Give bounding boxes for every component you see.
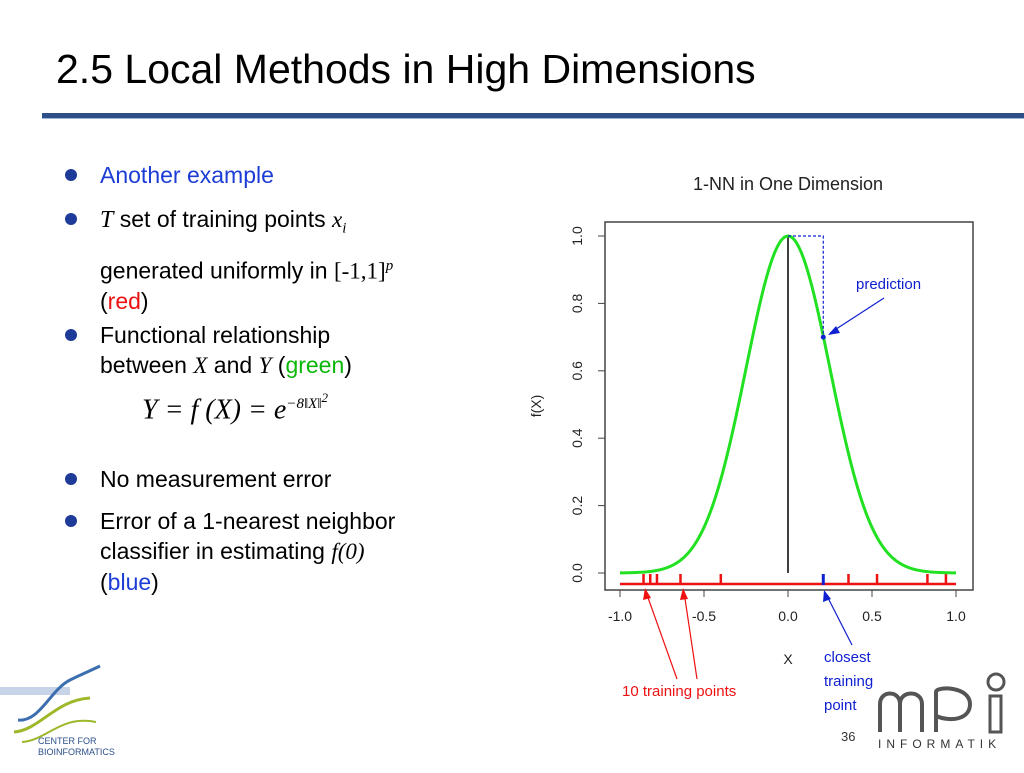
prediction-arrow: [829, 297, 885, 334]
interval: [-1,1]: [333, 258, 386, 284]
closest-arrow: [825, 593, 853, 646]
bullet-text: Another example: [100, 162, 274, 188]
bullet-dot-icon: [65, 329, 77, 341]
prediction-label: prediction: [856, 276, 921, 293]
slide-title: 2.5 Local Methods in High Dimensions: [56, 46, 756, 92]
prediction-path: [788, 235, 824, 338]
cbi-text-line2: BIOINFORMATICS: [38, 747, 115, 757]
prediction-point: [820, 334, 826, 340]
bullet-fragment: classifier in estimating: [100, 538, 332, 564]
bullet-fragment: (: [100, 288, 108, 315]
y-tick-label: 0.4: [569, 428, 585, 448]
closest-label-line2: training: [824, 673, 873, 690]
var-i: i: [342, 220, 347, 237]
set-symbol: T: [100, 207, 114, 233]
bullet-fragment: (: [100, 569, 108, 595]
formula: Y = f (X) = e−8‖X‖2: [142, 390, 328, 426]
color-word-blue: blue: [107, 569, 152, 595]
mpi-text: INFORMATIK: [878, 737, 1001, 751]
bullet-dot-icon: [65, 213, 77, 225]
x-axis-label: X: [783, 651, 793, 667]
var-X: X: [193, 353, 208, 378]
training-points-label: 10 training points: [622, 683, 736, 700]
mpi-m-icon: [878, 691, 924, 732]
formula-exponent: −8‖X‖: [286, 396, 322, 412]
bullet-text: No measurement error: [100, 466, 332, 492]
logo-bar-icon: [0, 687, 70, 695]
var-x: x: [331, 207, 343, 232]
training-arrow-1: [645, 591, 678, 680]
y-axis: 0.0 0.2 0.4 0.6 0.8 1.0: [569, 226, 606, 583]
logo-swoosh-icon: [17, 664, 101, 722]
cbi-logo: CENTER FOR BIOINFORMATICS: [0, 660, 140, 768]
var-f0: f(0): [331, 539, 365, 564]
training-points: [642, 574, 948, 585]
color-word-green: green: [285, 352, 345, 378]
bullet-fragment: ): [344, 352, 352, 378]
logo-curve-icon: [13, 696, 91, 734]
page-number: 36: [841, 729, 856, 744]
training-arrow-2: [683, 591, 698, 680]
bullet-text: T set of training points xi generated un…: [100, 204, 520, 316]
bullet-fragment: (: [271, 352, 286, 378]
bullet-text: Error of a 1-nearest neighbor classifier…: [100, 506, 520, 597]
bullet-line: Error of a 1-nearest neighbor: [100, 508, 396, 534]
y-axis-label: f(X): [528, 395, 544, 418]
var-p: p: [385, 257, 394, 274]
var-Y: Y: [258, 353, 272, 378]
bullet-dot-icon: [65, 515, 77, 527]
bullet-line: Functional relationship: [100, 322, 331, 348]
x-tick-label: -1.0: [608, 608, 632, 624]
y-tick-label: 0.8: [569, 293, 585, 313]
bullet-fragment: ): [151, 569, 159, 595]
x-tick-label: -0.5: [692, 608, 716, 624]
training-arrowhead-icon: [643, 588, 651, 600]
training-arrowhead-icon: [680, 588, 688, 600]
bullet-fragment: set of training points: [113, 206, 332, 232]
chart-title: 1-NN in One Dimension: [693, 174, 883, 194]
y-tick-label: 0.6: [569, 361, 585, 381]
bullet-dot-icon: [65, 473, 77, 485]
prediction-arrowhead-icon: [828, 326, 840, 335]
closest-label-line3: point: [824, 697, 857, 714]
bullet-fragment: generated uniformly in: [100, 257, 334, 284]
bullet-dot-icon: [65, 169, 77, 181]
y-tick-label: 1.0: [569, 226, 585, 246]
formula-lhs: Y = f (X) = e: [142, 394, 287, 426]
closest-arrowhead-icon: [823, 590, 831, 602]
logo-curve2-icon: [21, 719, 97, 743]
x-tick-label: 0.5: [862, 608, 882, 624]
x-tick-label: 1.0: [946, 608, 966, 624]
bullet-fragment: and: [207, 352, 259, 378]
cbi-text-line1: CENTER FOR: [38, 736, 97, 746]
mpi-i-dot-icon: [986, 672, 1006, 692]
color-word-red: red: [107, 288, 141, 315]
mpi-i-stem-icon: [988, 694, 1003, 734]
formula-power: 2: [321, 390, 329, 405]
x-tick-label: 0.0: [778, 608, 798, 624]
mpi-logo: INFORMATIK: [870, 668, 1024, 768]
x-axis: -1.0 -0.5 0.0 0.5 1.0: [608, 589, 966, 624]
y-tick-label: 0.2: [569, 496, 585, 516]
closest-label-line1: closest: [824, 649, 872, 666]
bullet-fragment: ): [140, 288, 149, 315]
bullet-text: Functional relationship between X and Y …: [100, 320, 520, 381]
mpi-p-icon: [934, 686, 973, 732]
bullet-fragment: between: [100, 352, 194, 378]
y-tick-label: 0.0: [569, 563, 585, 583]
title-divider: [42, 113, 1024, 119]
